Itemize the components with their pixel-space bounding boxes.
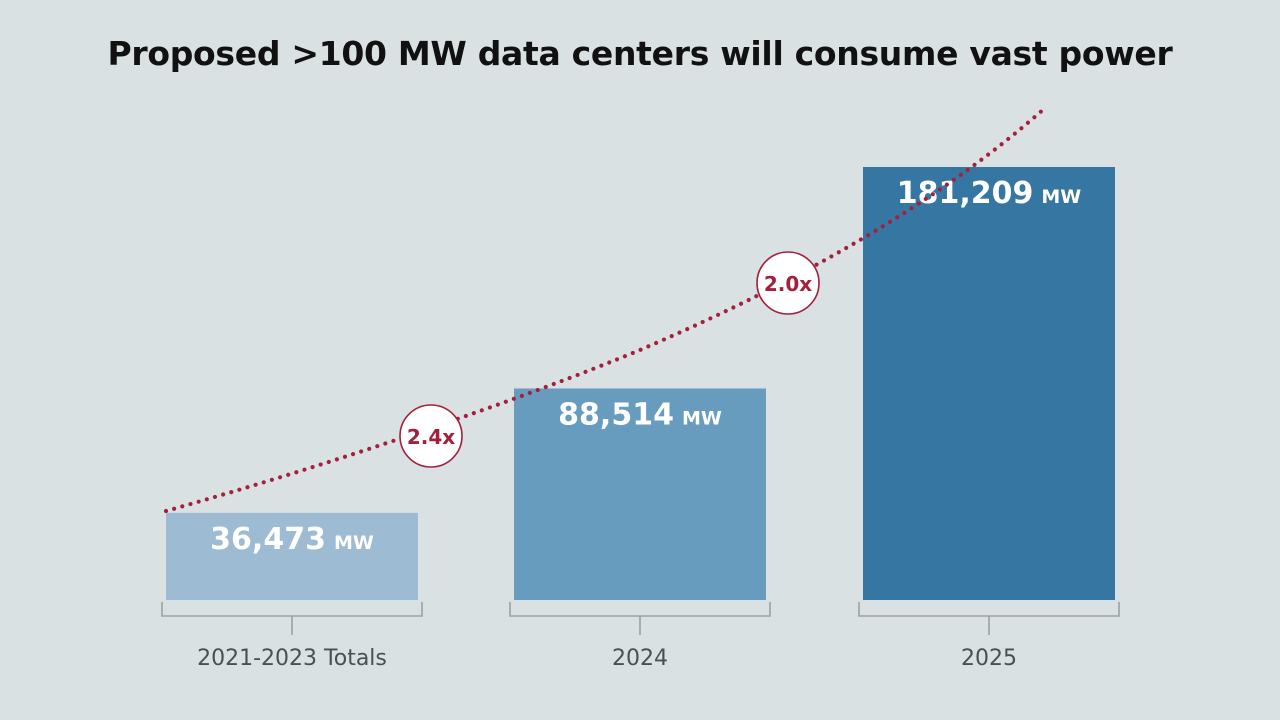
category-bracket-2 — [509, 602, 771, 635]
multiplier-label-1: 2.4x — [407, 425, 455, 449]
chart-title: Proposed >100 MW data centers will consu… — [107, 34, 1173, 73]
multiplier-badge-1 — [399, 404, 463, 468]
bar-value-number: 88,514 — [558, 397, 674, 432]
bar-value-number: 36,473 — [210, 522, 326, 557]
multiplier-label-2: 2.0x — [764, 272, 812, 296]
category-bracket-1 — [161, 602, 423, 635]
bar-value-number: 181,209 — [897, 176, 1034, 211]
bar-2 — [514, 388, 766, 600]
x-tick-label-1: 2021-2023 Totals — [197, 646, 387, 671]
x-tick-label-3: 2025 — [961, 646, 1017, 671]
x-tick-label-2: 2024 — [612, 646, 668, 671]
bar-value-unit: MW — [334, 532, 374, 554]
multiplier-badge-2 — [756, 251, 820, 315]
bar-1 — [166, 512, 418, 600]
bar-3 — [863, 167, 1115, 600]
bar-value-unit: MW — [1041, 186, 1081, 208]
trend-line — [163, 105, 1048, 514]
bar-value-label-3: 181,209 MW — [897, 176, 1082, 211]
bar-value-unit: MW — [682, 407, 722, 429]
category-bracket-3 — [858, 602, 1120, 635]
bar-value-label-1: 36,473 MW — [210, 522, 374, 557]
bar-value-label-2: 88,514 MW — [558, 397, 722, 432]
